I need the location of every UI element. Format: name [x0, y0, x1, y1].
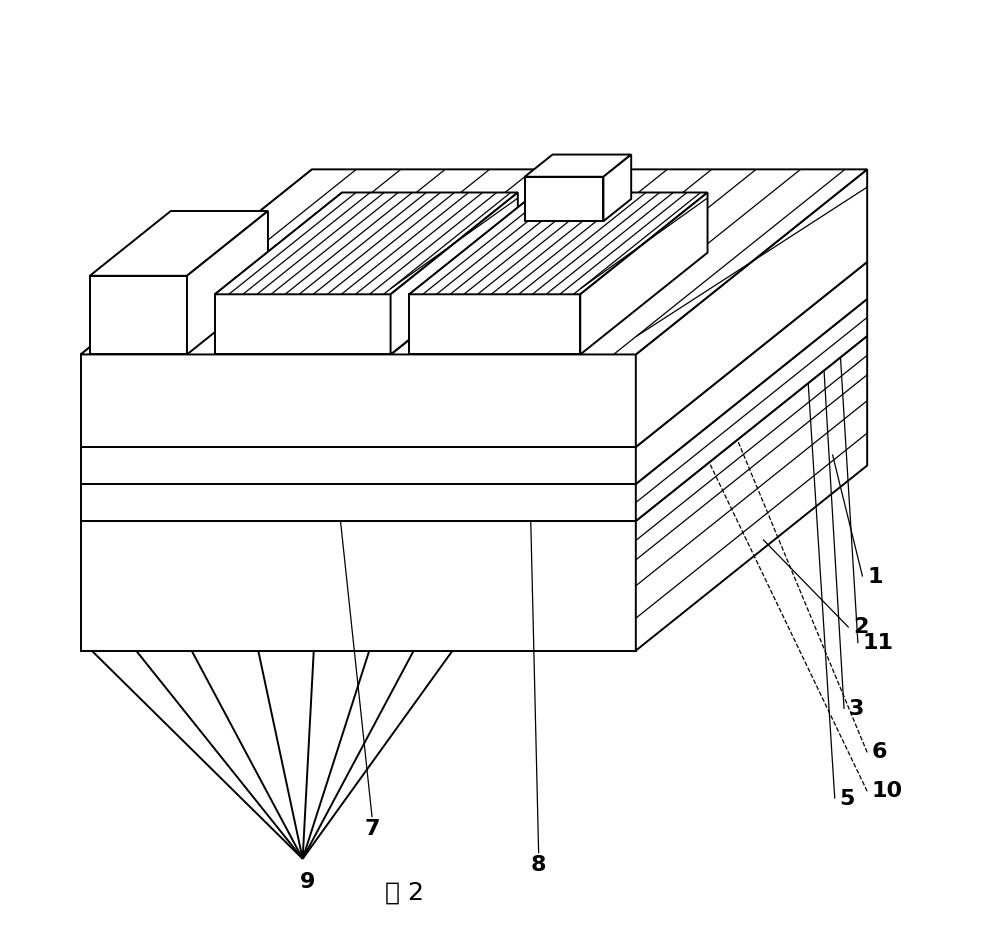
Polygon shape — [215, 193, 518, 294]
Text: 8: 8 — [531, 856, 547, 875]
Polygon shape — [215, 294, 391, 355]
Polygon shape — [81, 484, 636, 521]
Polygon shape — [187, 211, 268, 355]
Polygon shape — [81, 355, 636, 447]
Text: 图 2: 图 2 — [385, 881, 424, 905]
Polygon shape — [81, 521, 636, 651]
Text: 6: 6 — [872, 742, 888, 762]
Text: 3: 3 — [849, 699, 864, 719]
Polygon shape — [525, 177, 603, 222]
Polygon shape — [636, 336, 867, 651]
Text: 10: 10 — [872, 781, 903, 802]
Polygon shape — [603, 155, 631, 222]
Polygon shape — [89, 211, 268, 276]
Text: 1: 1 — [867, 567, 883, 587]
Polygon shape — [636, 262, 867, 484]
Polygon shape — [410, 193, 708, 294]
Polygon shape — [525, 155, 631, 177]
Text: 7: 7 — [365, 819, 380, 839]
Text: 11: 11 — [863, 633, 894, 654]
Polygon shape — [391, 193, 518, 355]
Polygon shape — [410, 294, 580, 355]
Polygon shape — [636, 169, 867, 447]
Polygon shape — [81, 169, 867, 355]
Polygon shape — [81, 447, 636, 484]
Polygon shape — [580, 193, 708, 355]
Polygon shape — [636, 299, 867, 521]
Text: 5: 5 — [839, 789, 855, 809]
Polygon shape — [89, 276, 187, 355]
Text: 2: 2 — [853, 617, 869, 638]
Polygon shape — [81, 336, 867, 521]
Text: 9: 9 — [299, 872, 315, 892]
